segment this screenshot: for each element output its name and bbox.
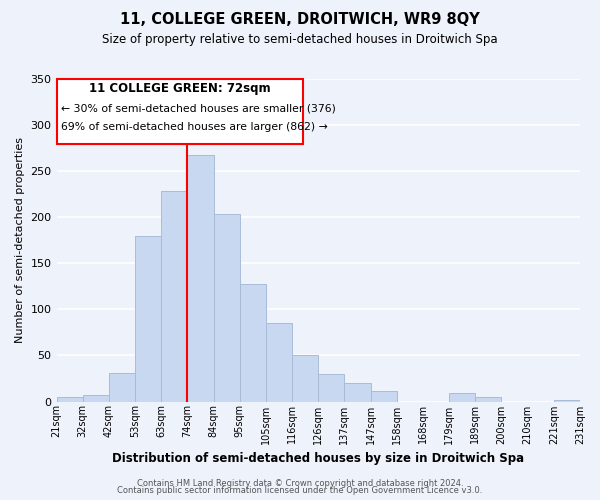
Text: Contains HM Land Registry data © Crown copyright and database right 2024.: Contains HM Land Registry data © Crown c… [137, 478, 463, 488]
Bar [371, 392, 397, 402]
Bar [240, 284, 266, 402]
Bar [292, 356, 318, 402]
Bar [554, 400, 580, 402]
Text: ← 30% of semi-detached houses are smaller (376): ← 30% of semi-detached houses are smalle… [61, 103, 336, 113]
Text: Size of property relative to semi-detached houses in Droitwich Spa: Size of property relative to semi-detach… [102, 32, 498, 46]
X-axis label: Distribution of semi-detached houses by size in Droitwich Spa: Distribution of semi-detached houses by … [112, 452, 524, 465]
Y-axis label: Number of semi-detached properties: Number of semi-detached properties [15, 138, 25, 344]
Bar [475, 397, 502, 402]
Bar [449, 393, 475, 402]
Bar [318, 374, 344, 402]
Bar [56, 397, 83, 402]
Bar [135, 236, 161, 402]
Text: 11 COLLEGE GREEN: 72sqm: 11 COLLEGE GREEN: 72sqm [89, 82, 271, 94]
Bar [344, 383, 371, 402]
Text: Contains public sector information licensed under the Open Government Licence v3: Contains public sector information licen… [118, 486, 482, 495]
Bar [109, 373, 135, 402]
Bar [266, 323, 292, 402]
Text: 69% of semi-detached houses are larger (862) →: 69% of semi-detached houses are larger (… [61, 122, 328, 132]
Bar [214, 214, 240, 402]
Text: 11, COLLEGE GREEN, DROITWICH, WR9 8QY: 11, COLLEGE GREEN, DROITWICH, WR9 8QY [120, 12, 480, 28]
Bar [187, 156, 214, 402]
Bar [161, 192, 187, 402]
Bar [83, 395, 109, 402]
